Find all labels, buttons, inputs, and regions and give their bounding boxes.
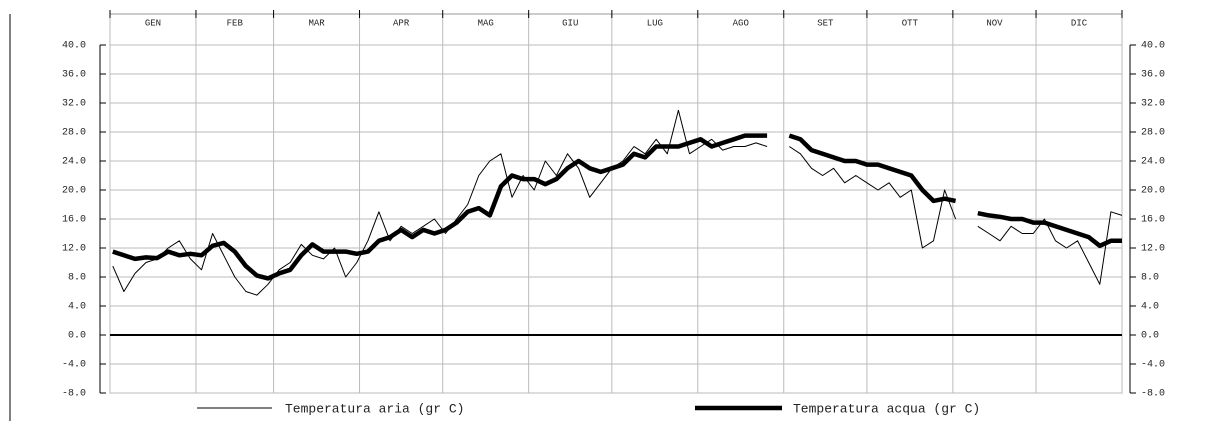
y2-tick-label: 16.0 xyxy=(1141,215,1165,226)
series-line xyxy=(112,133,1122,281)
x-tick-label: MAR xyxy=(308,18,325,28)
y2-tick-label: -4.0 xyxy=(1141,360,1165,371)
y2-tick-label: 28.0 xyxy=(1141,128,1165,139)
x-tick-label: FEB xyxy=(227,18,244,28)
y-tick-label: -4.0 xyxy=(62,360,86,371)
y-tick-label: 28.0 xyxy=(62,128,86,139)
x-tick-label: AGO xyxy=(733,18,749,28)
y2-tick-label: 40.0 xyxy=(1141,41,1165,52)
x-tick-label: LUG xyxy=(647,18,663,28)
y2-tick-label: -8.0 xyxy=(1141,389,1165,400)
series-line xyxy=(112,109,1123,296)
y2-tick-label: 20.0 xyxy=(1141,186,1165,197)
y2-tick-label: 4.0 xyxy=(1141,302,1159,313)
y-tick-label: 24.0 xyxy=(62,157,86,168)
y-tick-label: 40.0 xyxy=(62,41,86,52)
y2-tick-label: 24.0 xyxy=(1141,157,1165,168)
x-tick-label: SET xyxy=(817,18,834,28)
y2-tick-label: 36.0 xyxy=(1141,70,1165,81)
legend-label: Temperatura aria (gr C) xyxy=(285,401,464,416)
x-tick-label: NOV xyxy=(986,18,1003,28)
y-tick-label: 20.0 xyxy=(62,186,86,197)
y2-tick-label: 8.0 xyxy=(1141,273,1159,284)
y-tick-label: 32.0 xyxy=(62,99,86,110)
legend-label: Temperatura acqua (gr C) xyxy=(793,401,980,416)
x-tick-label: GIU xyxy=(562,18,578,28)
y2-tick-label: 32.0 xyxy=(1141,99,1165,110)
y-tick-label: 36.0 xyxy=(62,70,86,81)
plot-frame xyxy=(109,13,1123,394)
y-tick-label: 4.0 xyxy=(68,302,86,313)
y-tick-label: -8.0 xyxy=(62,389,86,400)
x-tick-label: APR xyxy=(393,18,410,28)
x-tick-label: GEN xyxy=(145,18,161,28)
y2-tick-label: 0.0 xyxy=(1141,331,1159,342)
x-tick-label: MAG xyxy=(478,18,494,28)
y-tick-label: 0.0 xyxy=(68,331,86,342)
y2-tick-label: 12.0 xyxy=(1141,244,1165,255)
x-tick-label: DIC xyxy=(1071,18,1088,28)
y-tick-label: 8.0 xyxy=(68,273,86,284)
y-tick-label: 12.0 xyxy=(62,244,86,255)
y-tick-label: 16.0 xyxy=(62,215,86,226)
x-tick-label: OTT xyxy=(902,18,919,28)
